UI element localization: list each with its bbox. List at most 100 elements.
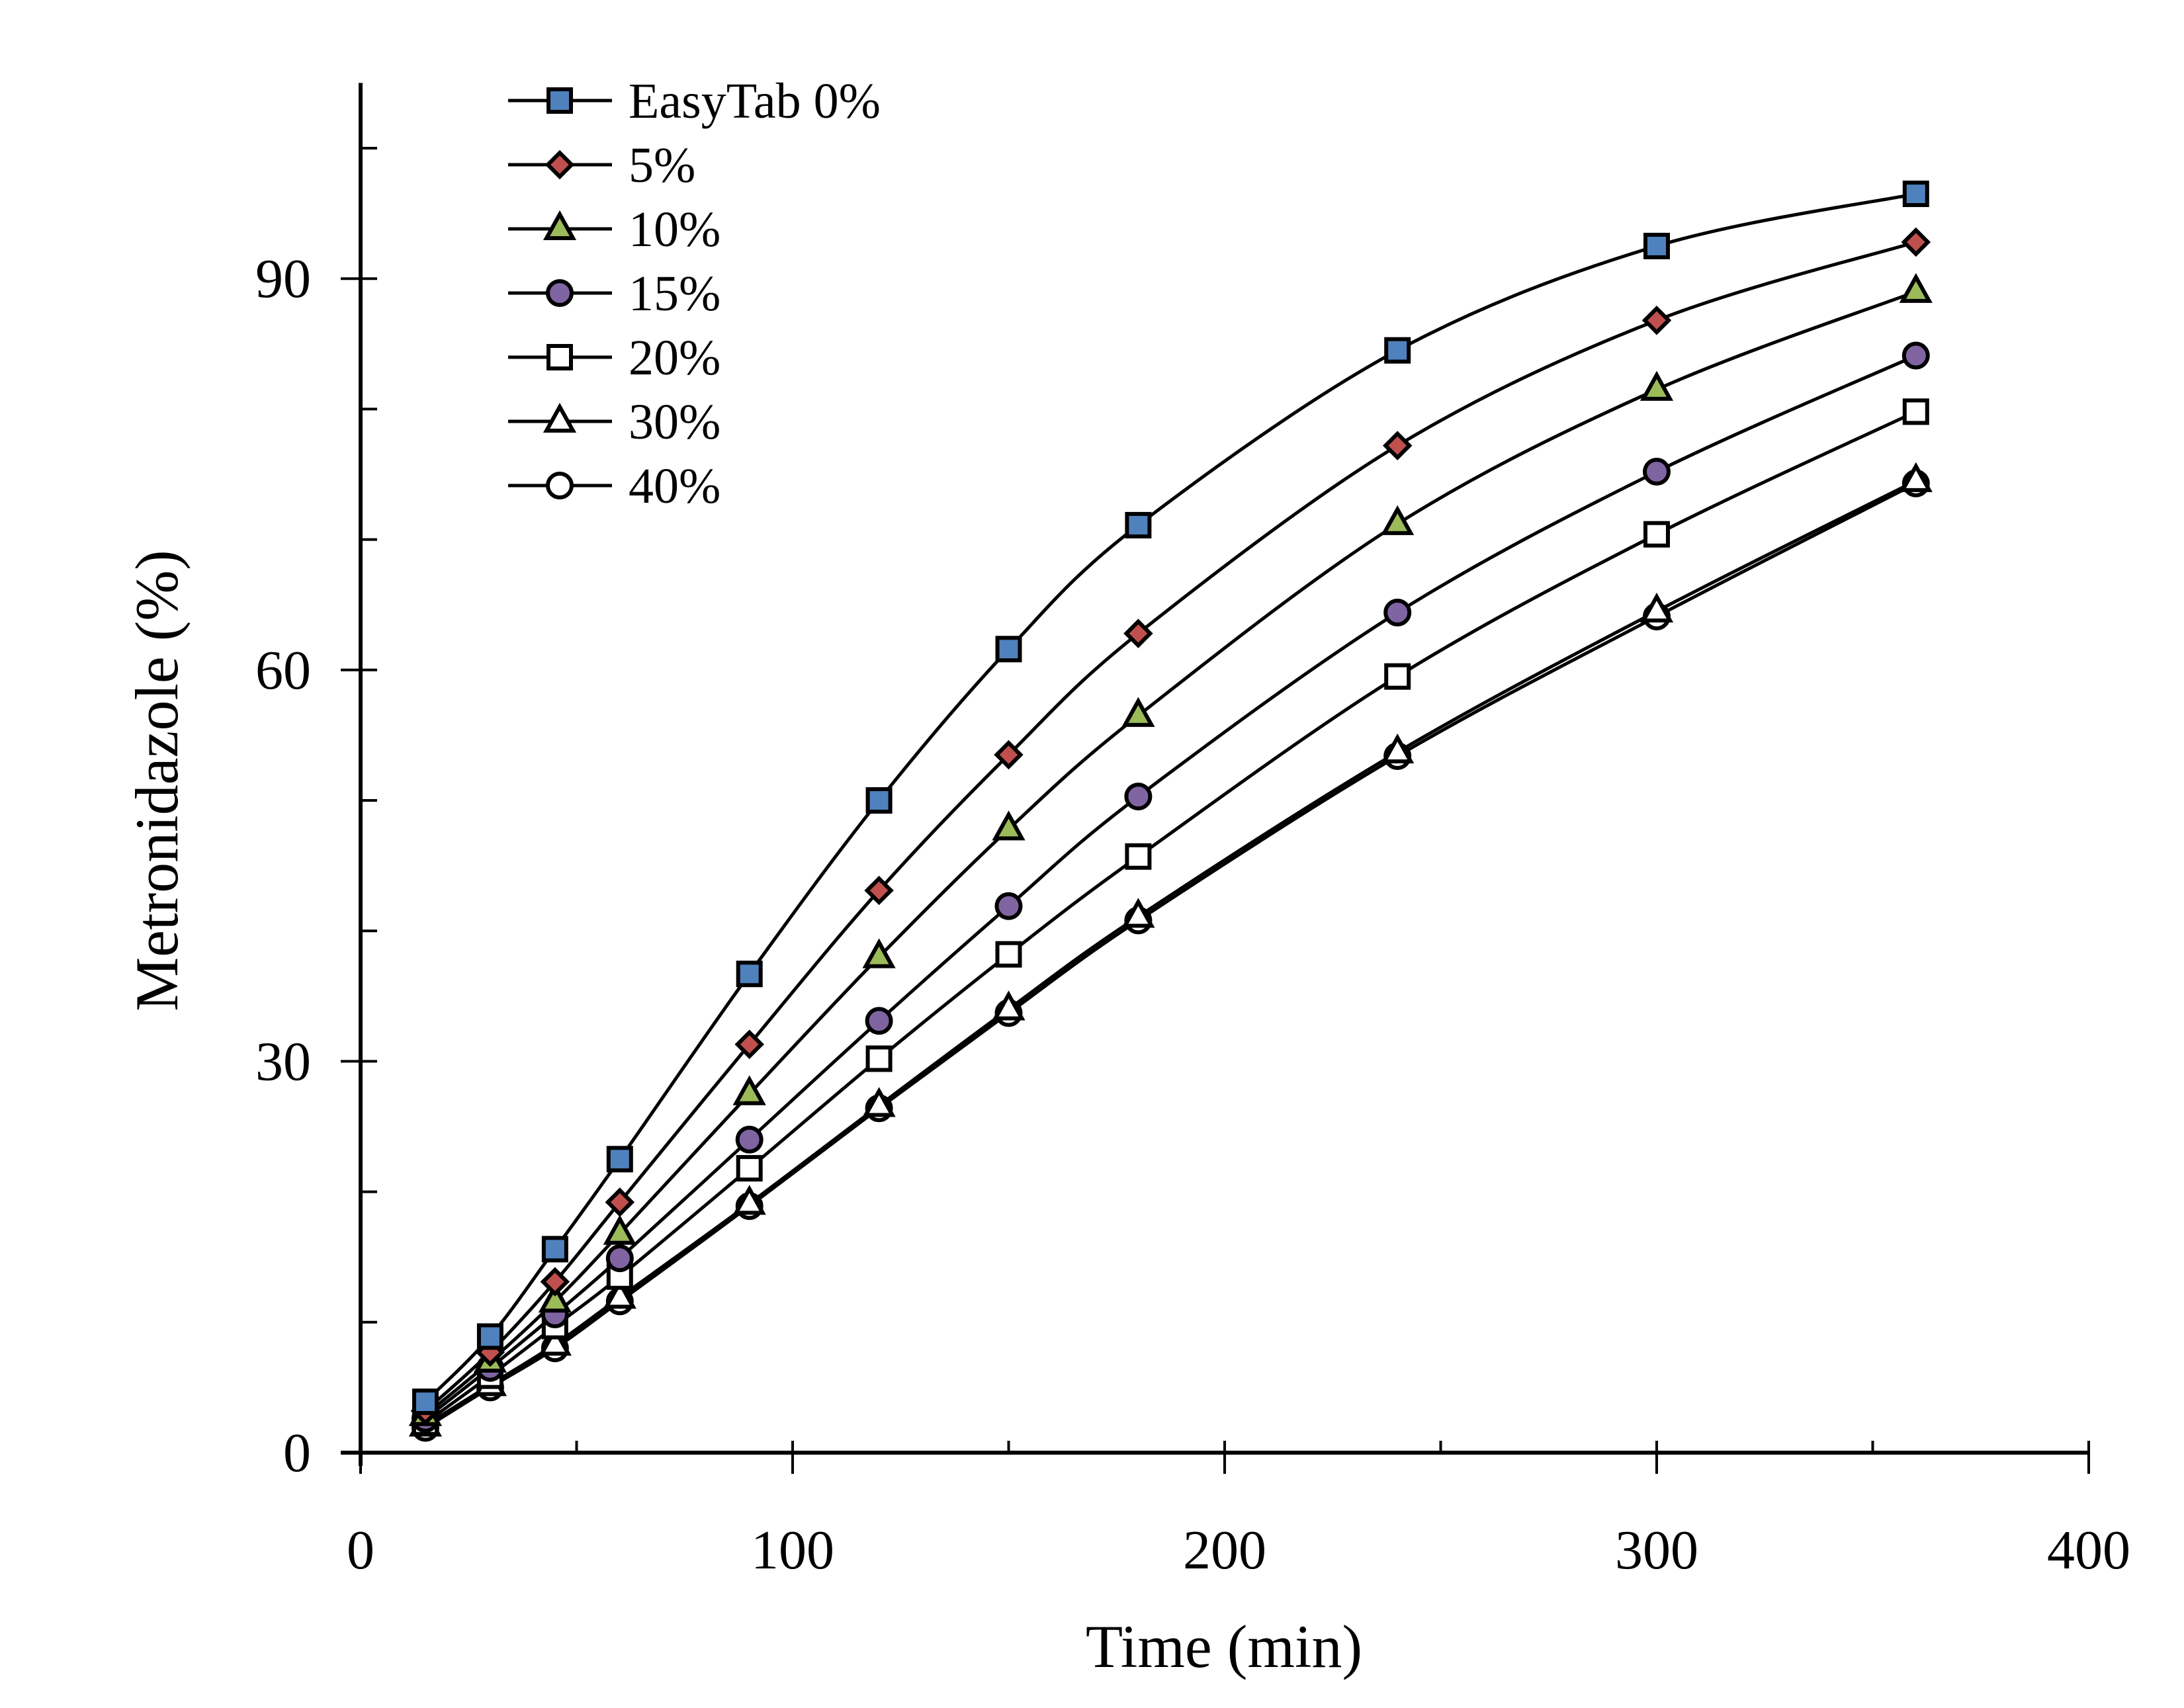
data-point xyxy=(1382,431,1413,460)
data-point xyxy=(540,1267,570,1297)
x-tick-label: 300 xyxy=(1615,1519,1698,1581)
data-point xyxy=(1643,521,1670,548)
y-tick-label: 0 xyxy=(283,1422,311,1484)
data-point xyxy=(538,1283,572,1313)
data-point xyxy=(1384,337,1411,364)
data-point xyxy=(992,990,1026,1021)
legend-marker-circle-icon xyxy=(546,279,574,307)
x-tick-label: 200 xyxy=(1183,1519,1266,1581)
series-markers-10 xyxy=(408,273,1933,1426)
data-point xyxy=(1902,181,1929,208)
legend-label: EasyTab 0% xyxy=(629,73,881,129)
data-point xyxy=(1639,370,1674,401)
legend-marker-square-icon xyxy=(546,87,573,114)
data-point xyxy=(1125,511,1152,538)
data-point xyxy=(865,1045,893,1072)
data-point xyxy=(735,1125,764,1154)
data-point xyxy=(603,1279,636,1309)
legend-label: 30% xyxy=(629,394,721,450)
data-point xyxy=(605,1187,635,1217)
data-point xyxy=(862,1087,896,1117)
data-point xyxy=(603,1215,636,1245)
series-line-easytab-0 xyxy=(424,192,1917,1403)
x-tick-label: 400 xyxy=(2047,1519,2130,1581)
series-layer xyxy=(408,181,1933,1442)
legend-label: 10% xyxy=(629,202,721,257)
data-point xyxy=(1381,733,1415,764)
legend-marker-triangle-icon xyxy=(543,210,577,240)
data-point xyxy=(995,941,1022,968)
x-axis-title: Time (min) xyxy=(1086,1613,1362,1680)
legend-label: 5% xyxy=(629,138,695,193)
data-point xyxy=(994,892,1023,920)
data-point xyxy=(541,1236,568,1263)
legend-item-5: 5% xyxy=(508,138,695,193)
data-point xyxy=(732,1075,766,1105)
legend-label: 20% xyxy=(629,330,721,386)
legend-item-10: 10% xyxy=(508,202,721,257)
series-markers-20 xyxy=(412,398,1929,1436)
data-point xyxy=(538,1326,572,1356)
data-point xyxy=(476,1323,503,1350)
data-point xyxy=(1123,619,1153,648)
legend-item-30: 30% xyxy=(508,394,721,450)
data-point xyxy=(864,875,894,906)
data-point xyxy=(606,1146,633,1173)
data-point xyxy=(1383,599,1412,627)
y-tick-label: 90 xyxy=(255,248,311,310)
data-point xyxy=(1643,458,1671,486)
data-point xyxy=(1121,898,1155,928)
axes: 0 30 60 90 0 100 200 300 400 xyxy=(255,83,2130,1581)
data-point xyxy=(1643,232,1670,259)
legend-marker-triangle-icon xyxy=(543,402,577,433)
data-point xyxy=(412,1388,439,1416)
legend-item-easytab-0: EasyTab 0% xyxy=(508,73,881,129)
legend-item-15: 15% xyxy=(508,266,721,321)
data-point xyxy=(995,636,1022,663)
legend-marker-diamond-icon xyxy=(545,149,575,180)
data-point xyxy=(1121,697,1155,727)
data-point xyxy=(1124,783,1153,811)
legend-item-20: 20% xyxy=(508,330,721,386)
series-markers-easytab-0 xyxy=(412,181,1929,1416)
x-tick-label: 100 xyxy=(751,1519,834,1581)
data-point xyxy=(992,810,1026,841)
legend-marker-circle-icon xyxy=(546,472,574,499)
data-point xyxy=(862,938,896,968)
data-point xyxy=(1381,505,1415,535)
series-markers-15 xyxy=(411,341,1930,1433)
data-point xyxy=(1901,341,1930,370)
legend-label: 40% xyxy=(629,458,721,514)
x-tick-label: 0 xyxy=(347,1519,374,1581)
data-point xyxy=(1899,462,1933,492)
series-line-5 xyxy=(424,240,1917,1412)
data-point xyxy=(1899,273,1933,303)
legend-label: 15% xyxy=(629,266,721,321)
series-line-10 xyxy=(424,290,1917,1416)
data-point xyxy=(994,740,1024,770)
data-point xyxy=(1901,227,1931,257)
series-markers-40 xyxy=(411,469,1930,1442)
y-tick-label: 30 xyxy=(255,1031,311,1092)
data-point xyxy=(865,787,893,814)
data-point xyxy=(732,1185,766,1215)
data-point xyxy=(1641,306,1672,335)
series-line-15 xyxy=(424,354,1917,1420)
y-tick-label: 60 xyxy=(255,640,311,701)
legend-item-40: 40% xyxy=(508,458,721,514)
y-axis-title: Metronidazole (%) xyxy=(123,550,191,1011)
data-point xyxy=(1125,843,1152,870)
data-point xyxy=(865,1007,893,1035)
data-point xyxy=(736,961,763,988)
legend-marker-square-icon xyxy=(546,344,573,370)
series-line-20 xyxy=(424,410,1917,1424)
series-line-40 xyxy=(424,482,1917,1430)
data-point xyxy=(605,1244,634,1273)
data-point xyxy=(1639,592,1674,623)
series-markers-30 xyxy=(408,462,1933,1437)
data-point xyxy=(1384,663,1411,690)
series-line-30 xyxy=(424,479,1917,1427)
data-point xyxy=(734,1029,764,1060)
data-point xyxy=(736,1155,763,1182)
